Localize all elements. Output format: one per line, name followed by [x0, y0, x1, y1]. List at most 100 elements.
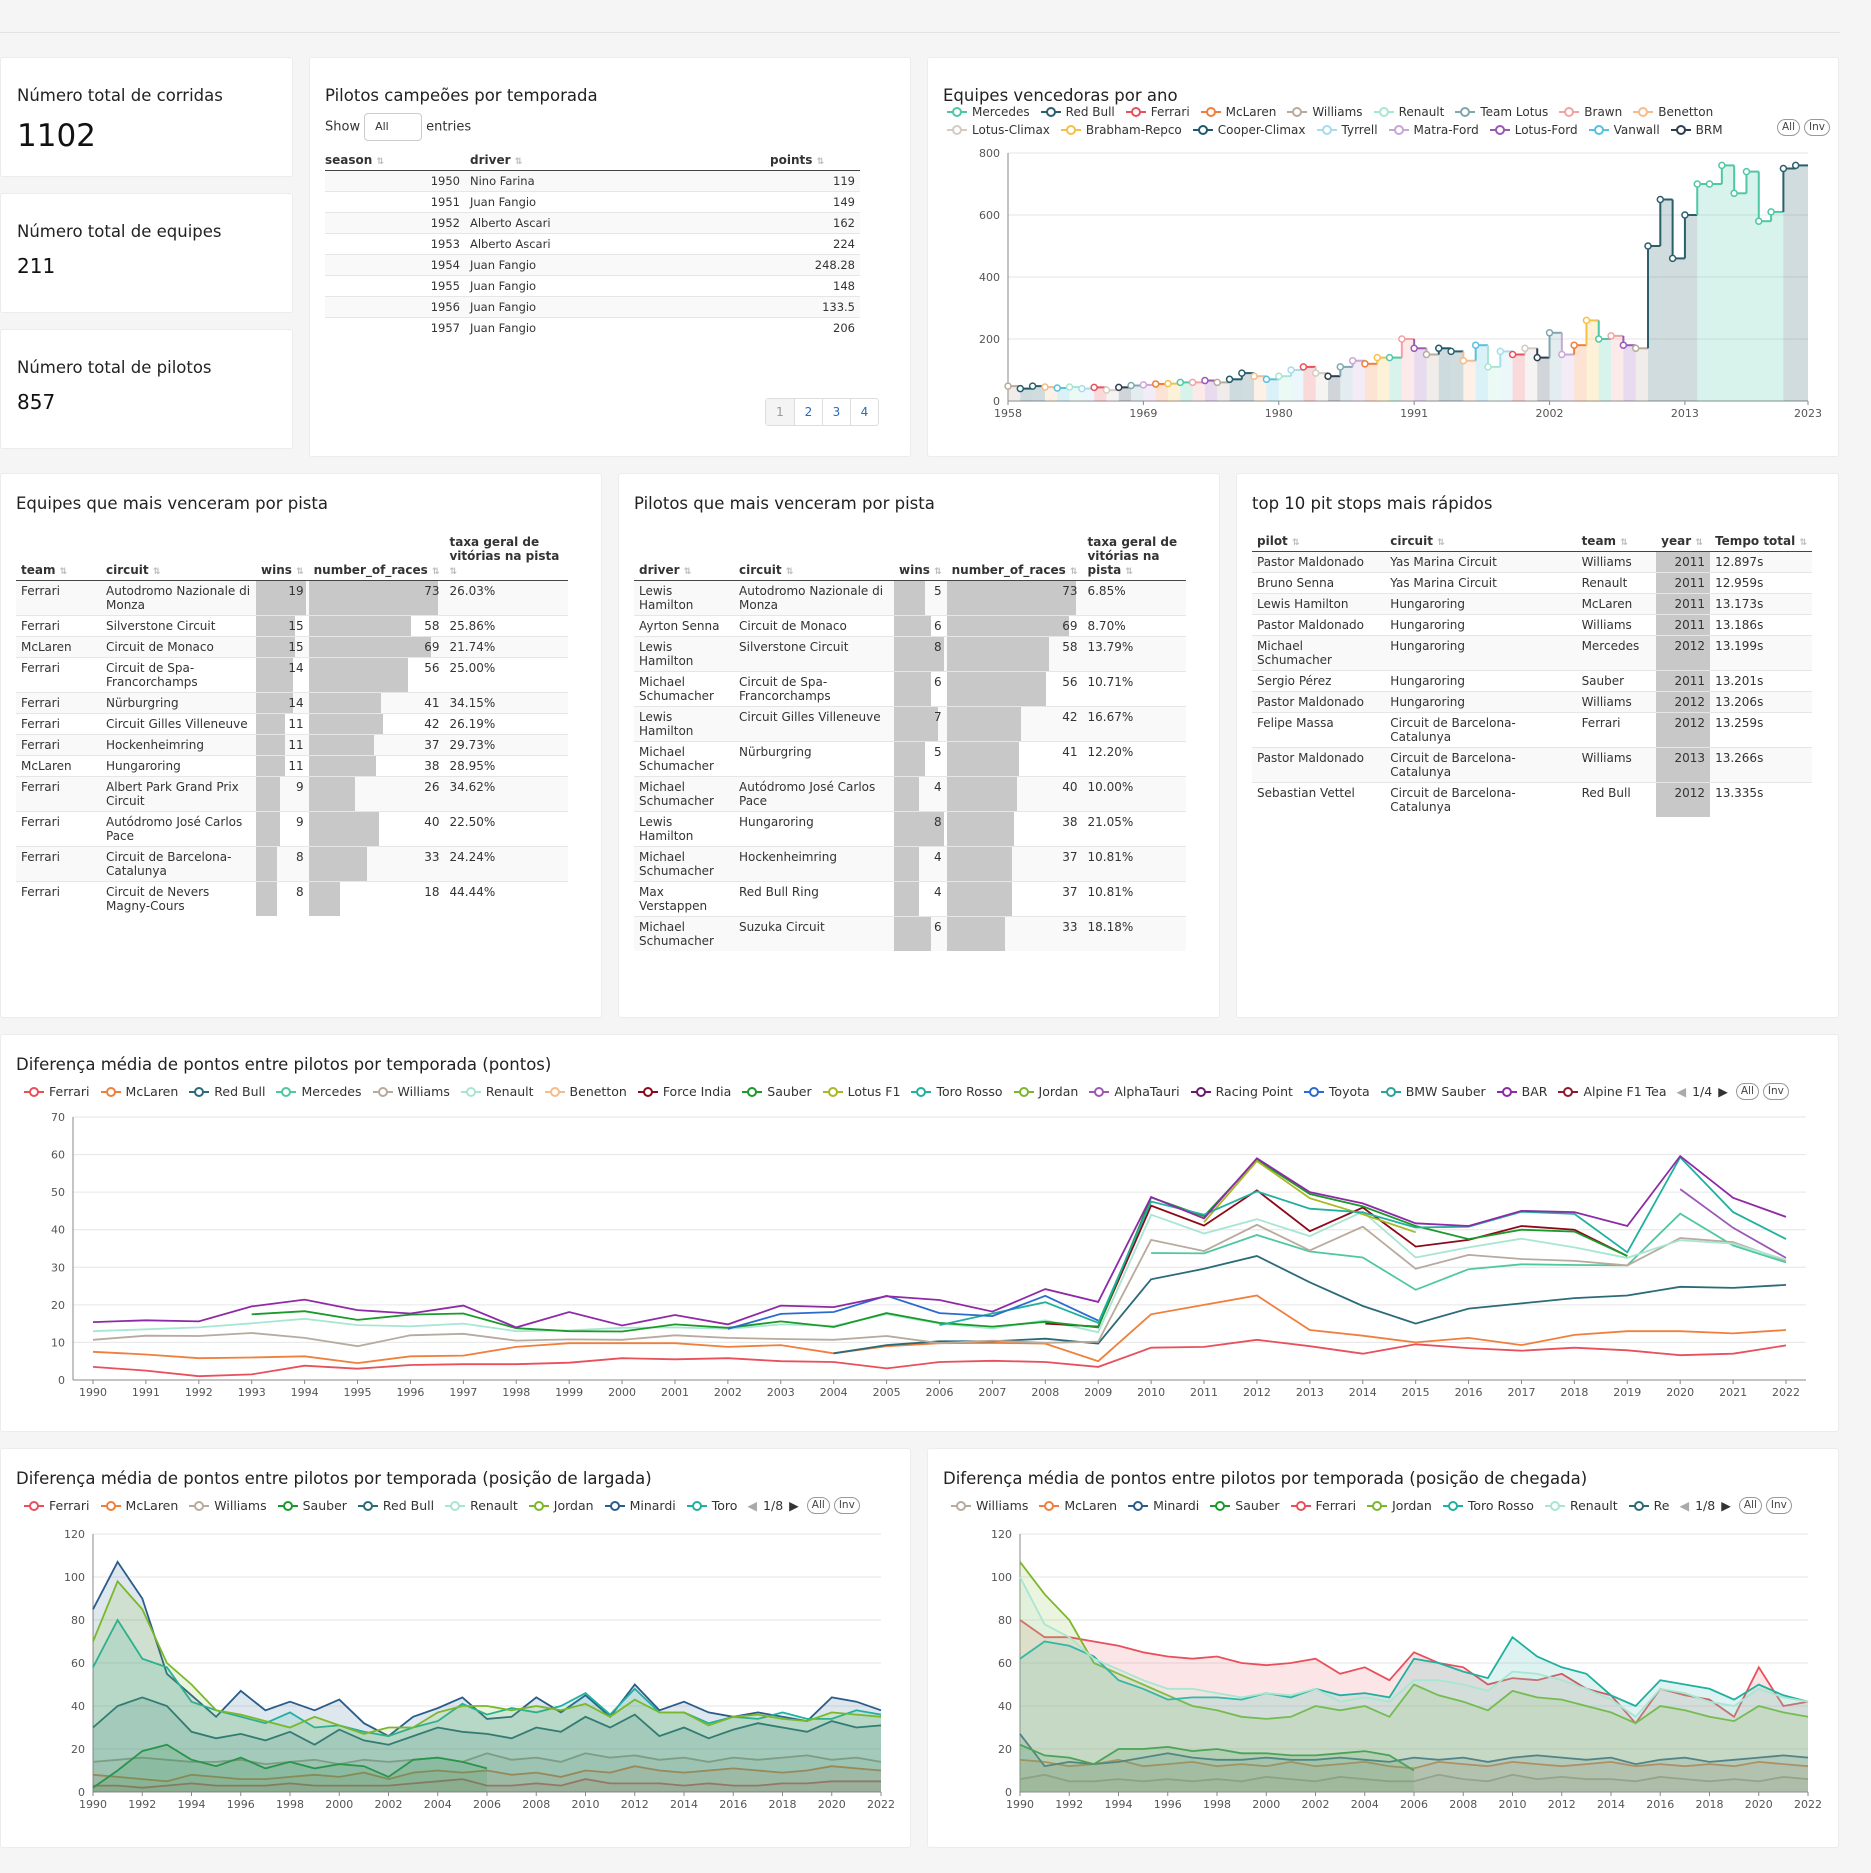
winner-point[interactable] [1730, 189, 1738, 198]
legend-item[interactable]: Minardi [604, 1497, 676, 1514]
page-button[interactable]: 2 [794, 399, 822, 425]
table-row[interactable]: Michael Schumacher Suzuka Circuit 6 33 18.18… [634, 916, 1186, 951]
col-wins[interactable]: wins ⇅ [894, 532, 947, 581]
table-row[interactable]: Pastor Maldonado Yas Marina Circuit Willia… [1252, 551, 1812, 573]
legend-item[interactable]: BRM [1670, 123, 1723, 137]
winner-point[interactable] [1275, 372, 1283, 380]
winner-point[interactable] [1447, 347, 1455, 356]
winner-point[interactable] [1484, 363, 1492, 371]
winner-point[interactable] [1299, 363, 1308, 371]
col-driver[interactable]: driver ⇅ [634, 532, 734, 581]
legend-item[interactable]: Cooper-Climax [1192, 123, 1306, 137]
series-line[interactable] [1151, 1212, 1787, 1291]
legend-item[interactable]: AlphaTauri [1088, 1083, 1180, 1100]
winner-point[interactable] [1742, 167, 1751, 176]
col-races[interactable]: number_of_races ⇅ [308, 532, 445, 581]
legend-item[interactable]: Brawn [1558, 105, 1622, 119]
winner-point[interactable] [1459, 356, 1468, 365]
winner-point[interactable] [1004, 382, 1012, 390]
winner-point[interactable] [1693, 180, 1701, 188]
winner-point[interactable] [1090, 383, 1098, 392]
series-line[interactable] [1679, 1188, 1787, 1259]
legend-item[interactable]: Toyota [1303, 1083, 1370, 1100]
next-page-icon[interactable]: ▶ [1718, 1084, 1728, 1099]
table-row[interactable]: McLaren Circuit de Monaco 15 69 21.74% [16, 636, 568, 658]
legend-all-button[interactable]: All [1777, 119, 1801, 136]
winner-point[interactable] [1336, 363, 1345, 371]
winner-point[interactable] [1521, 344, 1529, 353]
legend-item[interactable]: Toro [686, 1497, 737, 1514]
table-row[interactable]: Felipe Massa Circuit de Barcelona-Catalun… [1252, 712, 1812, 748]
table-row[interactable]: Pastor Maldonado Circuit de Barcelona-Cat… [1252, 747, 1812, 783]
prev-page-icon[interactable]: ◀ [1679, 1498, 1690, 1513]
winner-point[interactable] [1705, 180, 1714, 188]
winner-point[interactable] [1779, 164, 1788, 173]
col-points[interactable]: points ⇅ [765, 150, 860, 171]
series-line[interactable] [1019, 1773, 1809, 1783]
winner-point[interactable] [1595, 335, 1603, 343]
winner-point[interactable] [1656, 195, 1665, 204]
legend-all-button[interactable]: All [1735, 1083, 1759, 1100]
winner-point[interactable] [1188, 378, 1197, 387]
table-row[interactable]: Ferrari Nürburgring 14 41 34.15% [16, 692, 568, 714]
table-row[interactable]: 1954 Juan Fangio 248.28 [325, 254, 860, 276]
table-row[interactable]: 1950 Nino Farina 119 [325, 170, 860, 192]
winner-point[interactable] [1767, 208, 1775, 216]
legend-inverse-button[interactable]: Inv [1804, 119, 1830, 136]
prev-page-icon[interactable]: ◀ [1676, 1084, 1687, 1099]
winner-point[interactable] [1262, 375, 1271, 384]
col-circuit[interactable]: circuit ⇅ [734, 532, 894, 581]
series-line[interactable] [1019, 1635, 1809, 1708]
series-line[interactable] [251, 1158, 1628, 1333]
col-circuit[interactable]: circuit ⇅ [101, 532, 256, 581]
winner-point[interactable] [1471, 341, 1480, 349]
legend-item[interactable]: Re [1628, 1497, 1669, 1514]
col-time[interactable]: Tempo total ⇅ [1710, 531, 1812, 552]
winner-point[interactable] [1668, 254, 1677, 263]
table-row[interactable]: Pastor Maldonado Hungaroring Williams 2012 1… [1252, 691, 1812, 713]
table-row[interactable]: Sebastian Vettel Circuit de Barcelona-Cat… [1252, 782, 1812, 817]
table-row[interactable]: Bruno Senna Yas Marina Circuit Renault 2011… [1252, 572, 1812, 594]
series-line[interactable] [92, 1743, 488, 1789]
winner-point[interactable] [1410, 344, 1418, 353]
winner-point[interactable] [1681, 211, 1689, 219]
table-row[interactable]: Max Verstappen Red Bull Ring 4 37 10.81% [634, 881, 1186, 917]
legend-item[interactable]: Lotus-Climax [946, 123, 1050, 137]
legend-all-button[interactable]: All [1738, 1497, 1762, 1514]
prev-page-icon[interactable]: ◀ [747, 1498, 758, 1513]
legend-item[interactable]: Toro Rosso [910, 1083, 1003, 1100]
winner-point[interactable] [1545, 329, 1554, 337]
legend-item[interactable]: Mercedes [275, 1083, 362, 1100]
winner-point[interactable] [1041, 383, 1049, 391]
legend-item[interactable]: BMW Sauber [1380, 1083, 1486, 1100]
series-line[interactable] [92, 1765, 882, 1783]
series-line[interactable] [1045, 1189, 1628, 1328]
table-row[interactable]: Sergio Pérez Hungaroring Sauber 2011 13.201s [1252, 670, 1812, 692]
series-line[interactable] [1019, 1758, 1809, 1770]
table-row[interactable]: Ferrari Autodromo Nazionale di Monza 19 73 2… [16, 580, 568, 616]
next-page-icon[interactable]: ▶ [1721, 1498, 1731, 1513]
winner-point[interactable] [1558, 350, 1566, 359]
winner-point[interactable] [1102, 386, 1111, 394]
series-line[interactable] [92, 1154, 1787, 1329]
legend-item[interactable]: Racing Point [1190, 1083, 1293, 1100]
winner-point[interactable] [1176, 378, 1185, 387]
legend-item[interactable]: Ferrari [23, 1083, 90, 1100]
legend-item[interactable]: Williams [188, 1497, 267, 1514]
legend-item[interactable]: BAR [1496, 1083, 1547, 1100]
legend-item[interactable]: McLaren [100, 1497, 178, 1514]
winner-point[interactable] [1065, 383, 1074, 391]
legend-all-button[interactable]: All [806, 1497, 830, 1514]
series-line[interactable] [1019, 1619, 1809, 1725]
winner-point[interactable] [1201, 376, 1209, 385]
legend-inverse-button[interactable]: Inv [1762, 1083, 1789, 1100]
winner-point[interactable] [1151, 380, 1160, 388]
table-row[interactable]: Michael Schumacher Circuit de Spa-Francor… [634, 671, 1186, 707]
series-line[interactable] [92, 1294, 1787, 1365]
legend-item[interactable]: Red Bull [1040, 105, 1115, 119]
legend-item[interactable]: Williams [1286, 105, 1363, 119]
winner-point[interactable] [1422, 350, 1431, 359]
winner-point[interactable] [1373, 353, 1381, 362]
table-row[interactable]: Ferrari Albert Park Grand Prix Circuit 9 26… [16, 776, 568, 812]
col-rate[interactable]: taxa geral de vitórias na pista ⇅ [1082, 532, 1186, 581]
